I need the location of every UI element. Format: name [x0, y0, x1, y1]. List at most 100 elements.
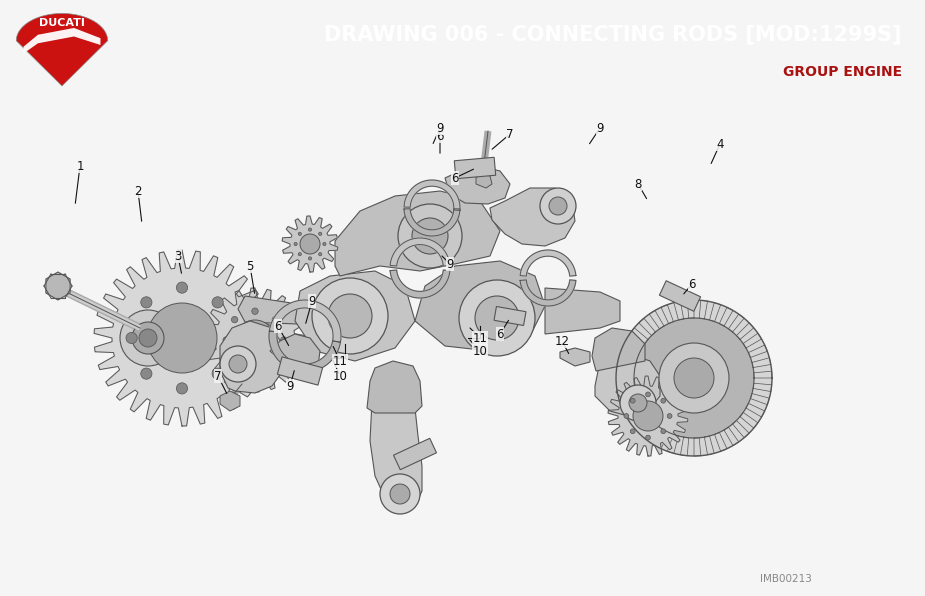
- Circle shape: [312, 278, 388, 354]
- Circle shape: [630, 429, 635, 434]
- Text: GROUP ENGINE: GROUP ENGINE: [783, 65, 902, 79]
- Circle shape: [674, 358, 714, 398]
- Polygon shape: [269, 300, 341, 342]
- Circle shape: [120, 310, 176, 366]
- Text: 11: 11: [473, 331, 487, 344]
- Text: 3: 3: [174, 250, 181, 262]
- Circle shape: [126, 333, 137, 344]
- Text: 9: 9: [308, 294, 315, 308]
- Circle shape: [328, 294, 372, 338]
- Circle shape: [308, 228, 312, 231]
- Polygon shape: [404, 209, 460, 236]
- Circle shape: [624, 414, 629, 418]
- Circle shape: [177, 383, 188, 394]
- Text: 4: 4: [716, 138, 723, 151]
- Circle shape: [390, 484, 410, 504]
- Polygon shape: [520, 280, 576, 306]
- Polygon shape: [390, 270, 450, 298]
- Text: DUCATI: DUCATI: [39, 18, 85, 28]
- Polygon shape: [595, 354, 660, 416]
- Polygon shape: [404, 180, 460, 210]
- Text: 9: 9: [597, 122, 604, 135]
- Text: 6: 6: [688, 278, 696, 290]
- Polygon shape: [634, 318, 754, 438]
- Circle shape: [318, 232, 322, 235]
- Circle shape: [318, 253, 322, 256]
- Polygon shape: [46, 272, 70, 300]
- Polygon shape: [269, 331, 340, 372]
- Text: 6: 6: [274, 319, 282, 333]
- Text: 8: 8: [635, 178, 642, 191]
- Circle shape: [298, 253, 302, 256]
- Polygon shape: [17, 14, 107, 86]
- Text: 2: 2: [134, 185, 142, 197]
- Polygon shape: [270, 334, 320, 374]
- Circle shape: [549, 197, 567, 215]
- Polygon shape: [367, 361, 422, 413]
- Polygon shape: [608, 376, 688, 456]
- Circle shape: [294, 243, 297, 246]
- Circle shape: [412, 218, 448, 254]
- Circle shape: [220, 346, 256, 382]
- Polygon shape: [616, 300, 772, 456]
- Circle shape: [323, 243, 326, 246]
- Text: 12: 12: [554, 334, 570, 347]
- Circle shape: [308, 257, 312, 260]
- Circle shape: [272, 316, 278, 323]
- Circle shape: [139, 329, 157, 347]
- Circle shape: [660, 429, 666, 434]
- Text: 6: 6: [437, 129, 444, 142]
- Circle shape: [132, 322, 164, 354]
- Circle shape: [272, 357, 278, 364]
- Circle shape: [227, 333, 238, 344]
- Circle shape: [646, 392, 650, 397]
- Text: 9: 9: [286, 380, 294, 393]
- Polygon shape: [94, 250, 270, 426]
- Circle shape: [223, 337, 229, 343]
- Text: 1: 1: [76, 160, 84, 172]
- Circle shape: [298, 232, 302, 235]
- Circle shape: [667, 414, 672, 418]
- Polygon shape: [335, 191, 500, 276]
- Text: 11: 11: [332, 355, 348, 368]
- Circle shape: [212, 297, 223, 308]
- Circle shape: [147, 303, 217, 373]
- Polygon shape: [220, 321, 285, 393]
- Circle shape: [300, 234, 320, 254]
- Polygon shape: [390, 238, 450, 266]
- Circle shape: [141, 368, 152, 379]
- Circle shape: [177, 282, 188, 293]
- Circle shape: [459, 280, 535, 356]
- Text: 10: 10: [473, 344, 487, 358]
- Polygon shape: [490, 188, 575, 246]
- Circle shape: [660, 398, 666, 403]
- Text: 9: 9: [437, 122, 444, 135]
- Polygon shape: [454, 157, 496, 179]
- Polygon shape: [370, 378, 422, 508]
- Circle shape: [630, 398, 635, 403]
- Circle shape: [141, 297, 152, 308]
- Polygon shape: [445, 166, 510, 204]
- Circle shape: [231, 316, 238, 323]
- Circle shape: [380, 474, 420, 514]
- Polygon shape: [23, 28, 101, 54]
- Polygon shape: [494, 306, 526, 325]
- Polygon shape: [238, 296, 298, 324]
- Circle shape: [280, 337, 287, 343]
- Circle shape: [252, 365, 258, 372]
- Polygon shape: [520, 250, 576, 276]
- Polygon shape: [415, 261, 545, 351]
- Text: 6: 6: [496, 327, 504, 340]
- Polygon shape: [476, 174, 492, 188]
- Text: 10: 10: [333, 370, 348, 383]
- Polygon shape: [592, 328, 645, 371]
- Text: IMB00213: IMB00213: [760, 574, 812, 584]
- Circle shape: [633, 401, 663, 431]
- Circle shape: [235, 320, 275, 360]
- Circle shape: [231, 357, 238, 364]
- Polygon shape: [278, 357, 323, 385]
- Circle shape: [540, 188, 576, 224]
- Polygon shape: [282, 216, 338, 272]
- Text: 6: 6: [451, 172, 459, 185]
- Text: DRAWING 006 - CONNECTING RODS [MOD:1299S]: DRAWING 006 - CONNECTING RODS [MOD:1299S…: [325, 24, 902, 44]
